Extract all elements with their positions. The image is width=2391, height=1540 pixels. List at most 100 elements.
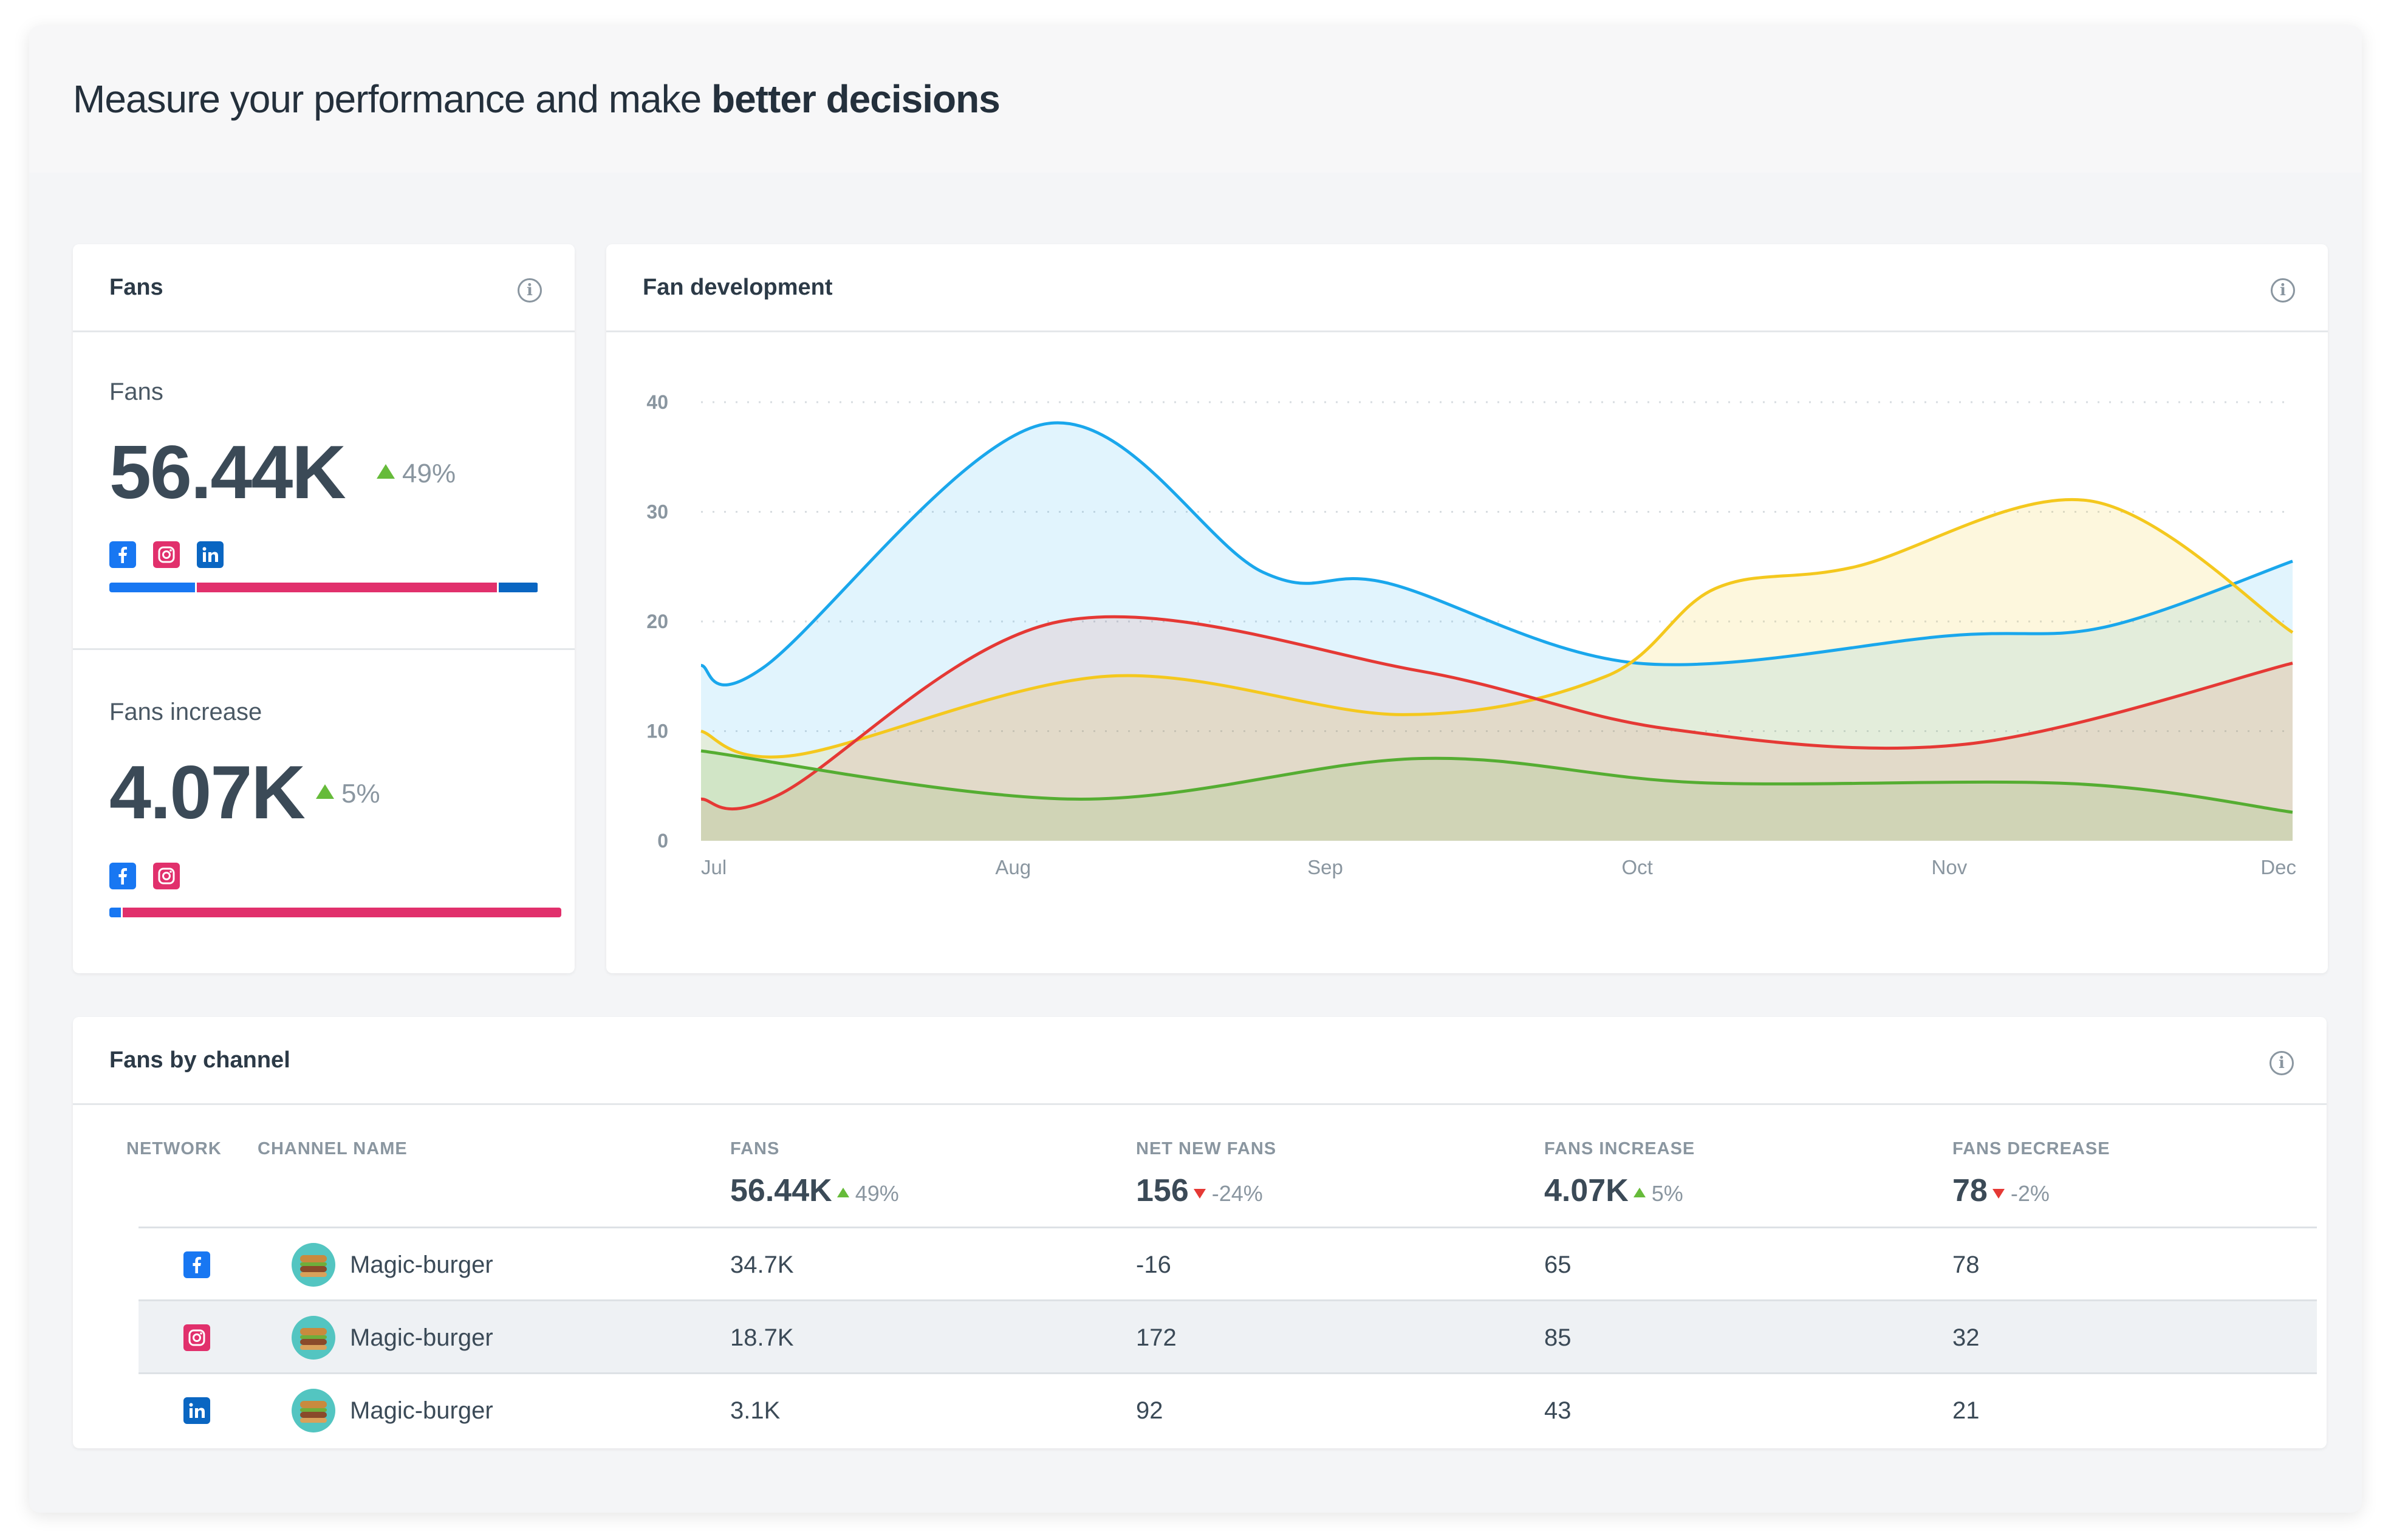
table-row[interactable]: Magic-burger 34.7K -16 65 78 [139,1227,2317,1299]
total-fans-decrease: 78 -2% [1952,1172,2050,1209]
dashboard-frame: Measure your performance and make better… [29,26,2362,1513]
y-tick-label: 20 [646,611,668,632]
fans-card-header: Fans i [73,244,575,332]
fans-increase-value: 4.07K [109,751,306,835]
total-decrease-delta: -2% [2010,1181,2050,1206]
net-new-fans-value: 92 [1136,1397,1163,1424]
x-tick-label: Aug [995,856,1031,878]
y-tick-label: 30 [646,501,668,523]
instagram-icon [183,1324,210,1351]
fans-decrease-value: 21 [1952,1397,1980,1424]
fans-card-title: Fans [109,275,163,300]
unpaid-fan-increase-area [701,750,2293,841]
y-tick-label: 0 [657,830,668,852]
total-fans-value: 56.44K [730,1173,832,1208]
linkedin-icon [197,541,224,568]
total-increase-delta: 5% [1651,1181,1683,1206]
fans-value: 18.7K [730,1324,794,1351]
fan-development-chart: 0 10 20 30 40 Jul Aug Sep Oct Nov Dec [646,391,2296,878]
headline-text: Measure your performance and make [73,77,711,121]
total-net-new-delta: -24% [1211,1181,1263,1206]
instagram-share-segment [122,908,561,917]
total-fans-increase: 4.07K 5% [1544,1172,1683,1209]
fans-by-channel-card: Fans by channel i [73,1017,2327,1448]
linkedin-share-segment [499,583,538,592]
fans-increase-label: Fans increase [109,699,262,725]
trend-up-icon [316,784,334,799]
info-icon[interactable]: i [2271,278,2295,303]
channel-name: Magic-burger [350,1324,493,1351]
fans-increase-delta: 5% [316,779,380,809]
total-fans-delta: 49% [855,1181,899,1206]
trend-down-icon [1992,1189,2005,1199]
fan-increase-area [701,422,2293,841]
instagram-icon [153,863,180,889]
fans-decrease-value: 32 [1952,1324,1980,1351]
x-tick-label: Sep [1307,856,1343,878]
fans-increase-delta-value: 5% [341,779,380,809]
fans-metric-delta-value: 49% [402,459,456,488]
facebook-share-segment [109,583,196,592]
linkedin-icon [183,1397,210,1424]
fan-development-header: Fan development i [606,244,2328,332]
total-increase-value: 4.07K [1544,1173,1629,1208]
channel-name: Magic-burger [350,1251,493,1278]
page-header: Measure your performance and make better… [29,26,2362,173]
avatar [292,1243,335,1287]
unpaid-fan-increase-line [700,749,2293,814]
instagram-share-segment [197,583,498,592]
fans-metric-delta: 49% [377,459,456,489]
info-icon[interactable]: i [518,278,542,303]
fan-development-title: Fan development [643,275,833,300]
table-row[interactable]: Magic-burger 3.1K 92 43 21 [139,1372,2317,1445]
fans-increase-value: 65 [1544,1251,1572,1278]
fans-metric-value: 56.44K [109,431,346,515]
column-header-fans-decrease[interactable]: FANS DECREASE [1952,1139,2110,1158]
column-header-channel-name[interactable]: CHANNEL NAME [258,1139,408,1158]
y-tick-label: 10 [646,720,668,742]
x-tick-label: Jul [701,856,727,878]
column-header-fans-increase[interactable]: FANS INCREASE [1544,1139,1695,1158]
fans-increase-metric: Fans increase 4.07K 5% [109,650,561,966]
channel-name: Magic-burger [350,1397,493,1424]
column-header-net-new-fans[interactable]: NET NEW FANS [1136,1139,1277,1158]
avatar [292,1316,335,1360]
fans-share-bar [109,583,538,592]
fans-decrease-value: 78 [1952,1251,1980,1278]
paid-fan-increase-area [701,617,2293,841]
page-title: Measure your performance and make better… [73,77,1001,121]
fans-metric: Fans 56.44K 49% [109,332,547,648]
trend-up-icon [1633,1188,1646,1197]
facebook-icon [109,541,136,568]
y-tick-label: 40 [646,391,668,413]
fans-by-channel-header: Fans by channel i [73,1017,2327,1105]
x-tick-label: Dec [2260,856,2296,878]
fans-increase-value: 43 [1544,1397,1572,1424]
table-row[interactable]: Magic-burger 18.7K 172 85 32 [139,1299,2317,1372]
trend-up-icon [377,464,395,479]
net-new-fans-value: 172 [1136,1324,1177,1351]
total-decrease-value: 78 [1952,1173,1988,1208]
column-header-network[interactable]: NETWORK [126,1139,222,1158]
total-fans: 56.44K 49% [730,1172,899,1209]
trend-up-icon [836,1188,849,1197]
facebook-icon [109,863,136,889]
fan-increase-line [700,421,2293,686]
metric-divider [73,648,575,650]
fans-value: 34.7K [730,1251,794,1278]
facebook-icon [183,1251,210,1278]
fan-decrease-line [700,498,2294,759]
avatar [292,1389,335,1432]
fan-decrease-area [701,499,2293,841]
fan-development-card: Fan development i 0 10 20 30 40 Jul Aug Sep Oct N… [606,244,2328,1076]
x-tick-label: Nov [1932,856,1968,878]
info-icon[interactable]: i [2270,1051,2294,1075]
fans-card: Fans i Fans 56.44K 49% Fans increase 4.0… [73,244,575,973]
fans-metric-label: Fans [109,378,163,405]
headline-emphasis: better decisions [711,77,1001,121]
net-new-fans-value: -16 [1136,1251,1171,1278]
total-net-new-fans: 156 -24% [1136,1172,1263,1209]
fans-value: 3.1K [730,1397,781,1424]
column-header-fans[interactable]: FANS [730,1139,780,1158]
paid-fan-increase-line [700,615,2293,811]
